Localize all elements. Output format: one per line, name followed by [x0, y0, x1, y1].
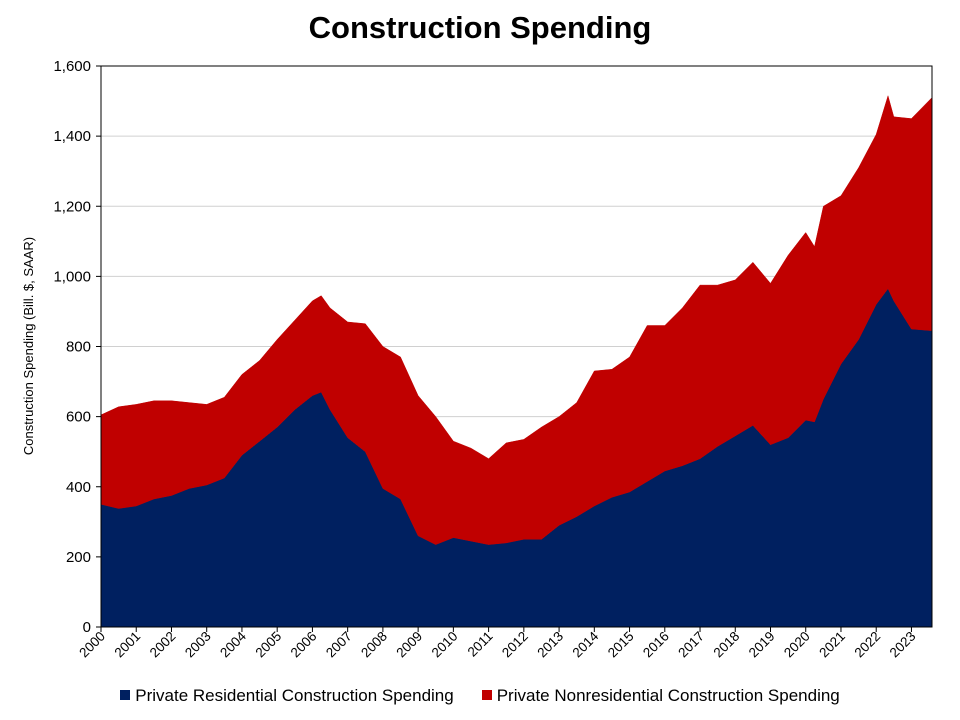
x-tick-label: 2009	[393, 629, 425, 661]
x-tick-label: 2010	[429, 629, 461, 661]
legend-item: Private Nonresidential Construction Spen…	[481, 686, 840, 706]
x-tick-label: 2004	[217, 628, 249, 660]
x-tick-label: 2006	[288, 629, 320, 661]
x-tick-label: 2013	[534, 629, 566, 661]
x-tick-label: 2015	[605, 629, 637, 661]
y-axis: 0 200 400 600 800 1,000 1,200 1,400 1,600	[53, 58, 101, 636]
y-tick-label: 1,400	[53, 128, 91, 145]
y-axis-title: Construction Spending (Bill. $, SAAR)	[21, 237, 36, 455]
legend-item: Private Residential Construction Spendin…	[120, 686, 454, 706]
y-tick-label: 0	[83, 619, 91, 636]
x-tick-label: 2011	[465, 629, 496, 660]
y-tick-label: 1,000	[53, 268, 91, 285]
x-axis: 2000 2001 2002 2003 2004 2005 2006 2007 2008 2009…	[76, 627, 919, 661]
y-tick-label: 1,600	[53, 58, 91, 75]
legend-label: Private Residential Construction Spendin…	[135, 686, 454, 705]
legend: Private Residential Construction Spendin…	[0, 686, 960, 706]
area-layer	[100, 94, 933, 628]
x-tick-label: 2007	[323, 629, 355, 661]
x-tick-label: 2023	[887, 629, 919, 661]
x-tick-label: 2021	[816, 629, 848, 661]
legend-swatch	[481, 690, 492, 700]
legend-swatch	[120, 690, 131, 700]
x-tick-label: 2001	[111, 629, 143, 661]
x-tick-label: 2005	[252, 629, 284, 661]
x-tick-label: 2022	[851, 629, 883, 661]
x-tick-label: 2014	[570, 628, 602, 660]
y-tick-label: 200	[66, 549, 91, 566]
x-tick-label: 2008	[358, 629, 390, 661]
legend-label: Private Nonresidential Construction Spen…	[496, 686, 840, 705]
x-tick-label: 2018	[711, 629, 743, 661]
x-tick-label: 2002	[147, 629, 179, 661]
y-tick-label: 400	[66, 479, 91, 496]
x-tick-label: 2019	[746, 629, 778, 661]
y-tick-label: 800	[66, 339, 91, 356]
x-tick-label: 2003	[182, 629, 214, 661]
x-tick-label: 2012	[499, 629, 531, 661]
chart-title: Construction Spending	[308, 10, 652, 45]
x-tick-label: 2017	[675, 629, 707, 661]
y-tick-label: 600	[66, 409, 91, 426]
x-tick-label: 2020	[781, 629, 813, 661]
y-tick-label: 1,200	[53, 198, 91, 215]
x-tick-label: 2000	[76, 629, 108, 661]
x-tick-label: 2016	[640, 629, 672, 661]
